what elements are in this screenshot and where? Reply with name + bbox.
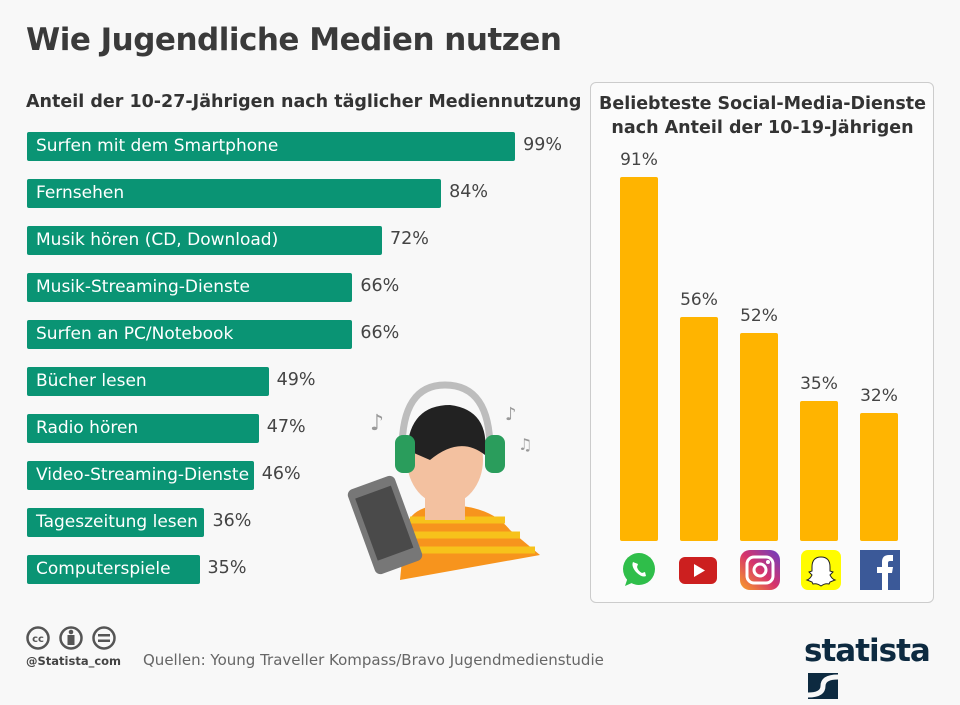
bar [620, 177, 658, 541]
youtube-icon [679, 557, 717, 584]
bar: Surfen mit dem Smartphone [27, 132, 516, 161]
bar: Musik-Streaming-Dienste [27, 273, 353, 302]
bar [740, 333, 778, 541]
bar-label: Musik hören (CD, Download) [36, 230, 279, 250]
bar: Computerspiele [27, 555, 200, 584]
bar-value: 35% [207, 558, 247, 578]
source-text: Quellen: Young Traveller Kompass/Bravo J… [143, 651, 604, 669]
bar: Tageszeitung lesen [27, 508, 205, 537]
bar: Fernsehen [27, 179, 442, 208]
bar [680, 317, 718, 541]
right-chart-title: Beliebteste Social-Media-Dienste nach An… [598, 94, 927, 138]
instagram-icon [740, 550, 780, 590]
bar-label: Bücher lesen [36, 371, 147, 391]
bar-label: Tageszeitung lesen [36, 512, 198, 532]
bar: Musik hören (CD, Download) [27, 226, 382, 255]
bar-label: Surfen an PC/Notebook [36, 324, 234, 344]
statista-logo-text: statista [804, 633, 931, 669]
svg-text:♪: ♪ [370, 411, 384, 436]
svg-text:cc: cc [32, 634, 44, 645]
bar-value: 56% [680, 290, 718, 310]
bar-value: 66% [360, 323, 400, 343]
snapchat-icon [801, 550, 841, 590]
bar-value: 99% [523, 135, 562, 155]
svg-text:♫: ♫ [518, 435, 532, 454]
bar-label: Fernsehen [36, 183, 125, 203]
bar-value: 46% [261, 464, 301, 484]
bar: Surfen an PC/Notebook [27, 320, 353, 349]
svg-text:♪: ♪ [505, 404, 517, 425]
bar: Bücher lesen [27, 367, 269, 396]
bar-value: 91% [620, 150, 658, 170]
bar-value: 36% [212, 511, 252, 531]
bar-value: 35% [800, 374, 838, 394]
bar-label: Radio hören [36, 418, 139, 438]
bar-label: Musik-Streaming-Dienste [36, 277, 250, 297]
bar-label: Video-Streaming-Dienste [36, 465, 250, 485]
bar-label: Surfen mit dem Smartphone [36, 136, 279, 156]
statista-logo-icon [807, 673, 839, 699]
bar [800, 401, 838, 541]
bar: Radio hören [27, 414, 259, 443]
left-chart-title: Anteil der 10-27-Jährigen nach täglicher… [26, 92, 582, 112]
facebook-icon [860, 550, 900, 590]
bar-value: 52% [740, 306, 778, 326]
bar-value: 84% [449, 182, 489, 202]
teen-headphones-illustration: ♪ ♪ ♫ [347, 381, 540, 580]
bar-label: Computerspiele [36, 559, 171, 579]
page-title: Wie Jugendliche Medien nutzen [26, 22, 562, 58]
bar: Video-Streaming-Dienste [27, 461, 254, 490]
bar-value: 47% [266, 417, 306, 437]
bar-value: 49% [276, 370, 316, 390]
bar-value: 72% [389, 229, 429, 249]
bar-value: 32% [860, 386, 898, 406]
bar [860, 413, 898, 541]
statista-logo: statista [804, 633, 960, 705]
bar-value: 66% [360, 276, 400, 296]
whatsapp-icon [623, 553, 655, 586]
creative-commons-icons: cc [26, 626, 116, 650]
statista-handle[interactable]: @Statista_com [26, 654, 122, 668]
